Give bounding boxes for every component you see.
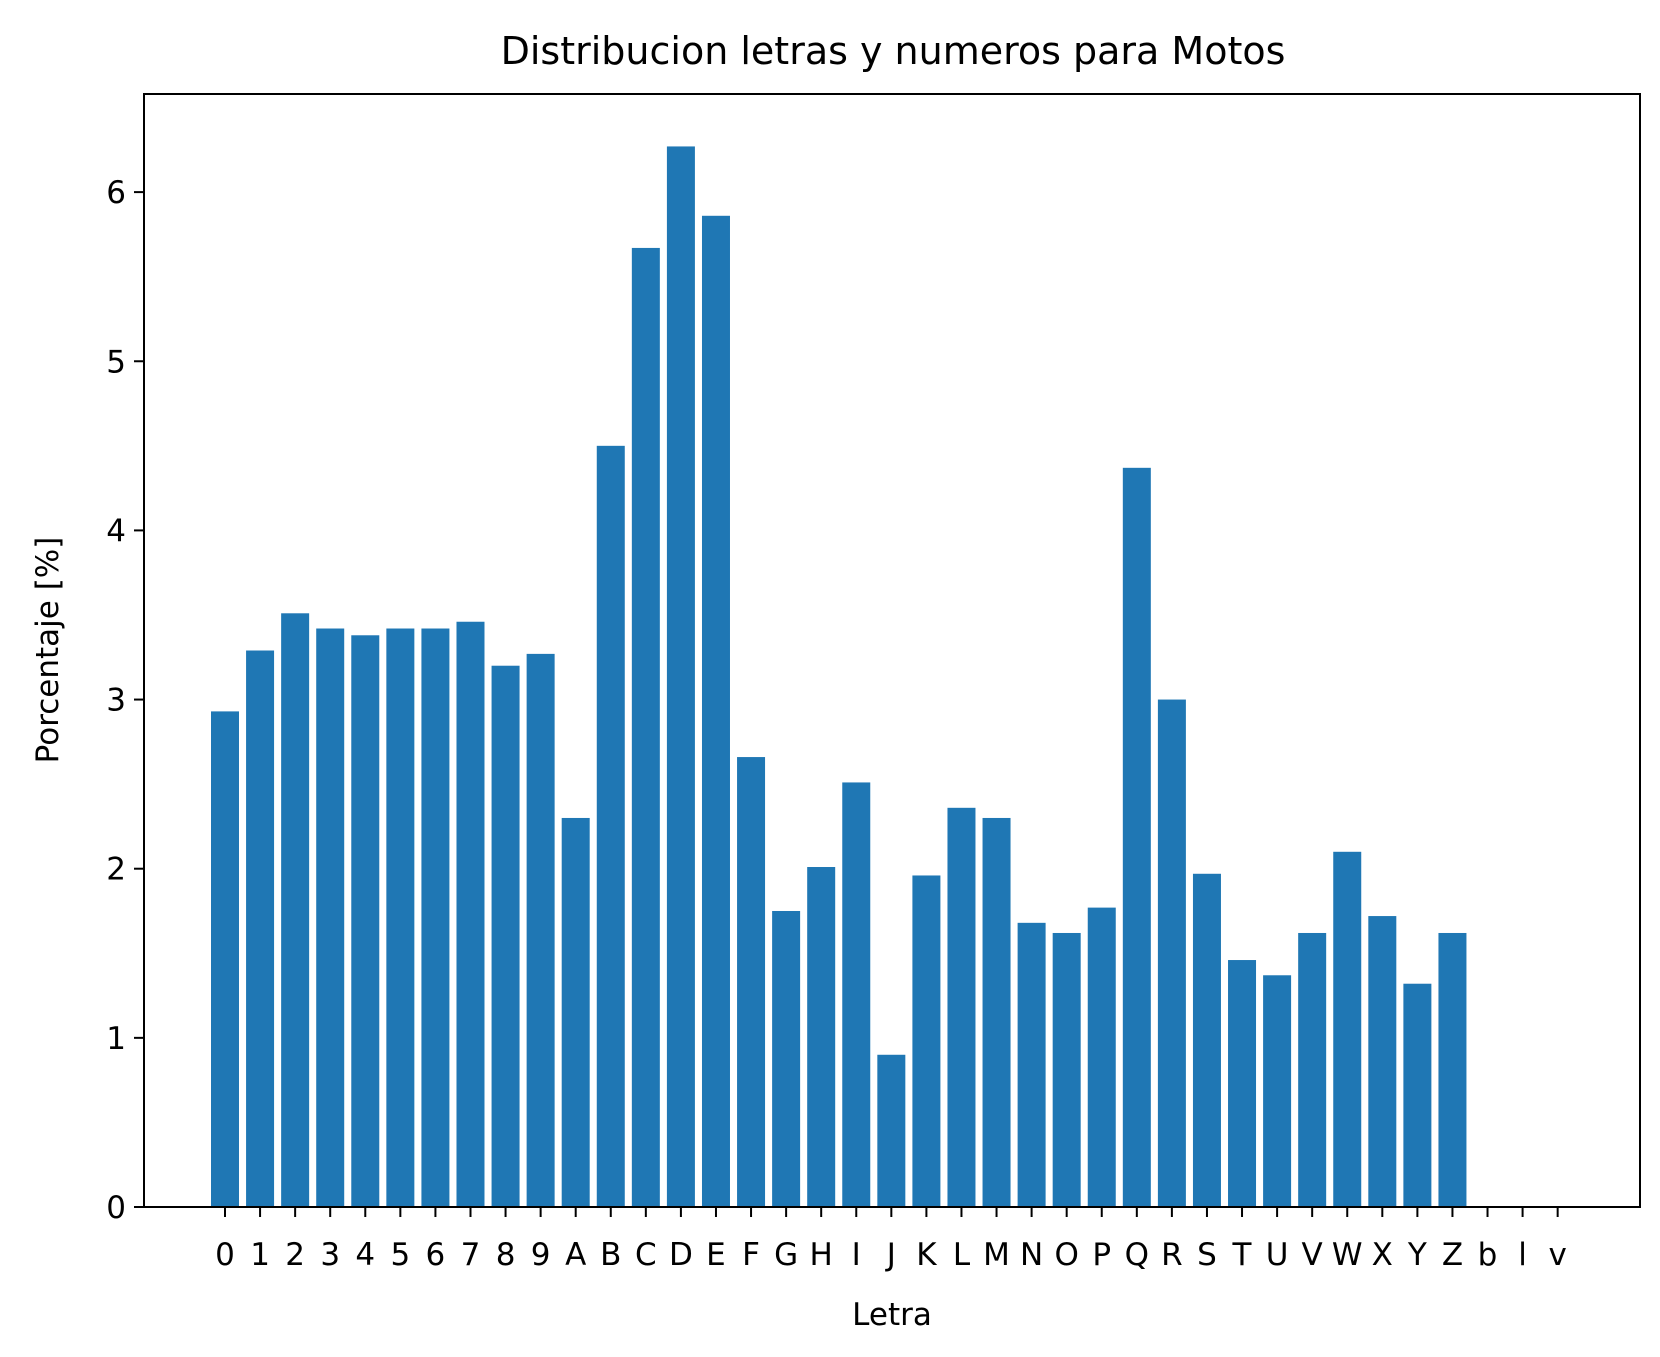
x-tick-label: G — [774, 1237, 798, 1273]
plot-frame — [143, 93, 1641, 1208]
y-axis-title: Porcentaje [%] — [30, 537, 66, 764]
x-tick-label: N — [1020, 1237, 1043, 1273]
bar-O — [1052, 932, 1081, 1207]
bar-D — [666, 146, 695, 1208]
bar-1 — [246, 650, 275, 1207]
bar-8 — [491, 665, 520, 1207]
y-tick-label: 6 — [106, 175, 126, 211]
bar-H — [807, 867, 836, 1207]
x-tick-label: 5 — [390, 1237, 410, 1273]
x-tick-label: 3 — [320, 1237, 340, 1273]
bar-Q — [1122, 467, 1151, 1207]
bar-E — [701, 215, 730, 1208]
x-tick-label: Z — [1442, 1237, 1463, 1273]
bar-3 — [316, 628, 345, 1207]
x-tick-label: T — [1232, 1237, 1253, 1273]
x-tick-label: H — [810, 1237, 833, 1273]
x-tick-label: D — [669, 1237, 693, 1273]
x-tick-label: A — [565, 1237, 586, 1273]
x-tick-label: W — [1332, 1237, 1363, 1273]
bar-Z — [1438, 932, 1467, 1207]
y-tick-label: 1 — [106, 1021, 126, 1057]
bar-X — [1368, 916, 1397, 1207]
x-tick-label: X — [1372, 1237, 1393, 1273]
x-tick-label: E — [706, 1237, 726, 1273]
bar-9 — [526, 653, 555, 1207]
bar-7 — [456, 621, 485, 1207]
chart-title: Distribucion letras y numeros para Motos — [501, 29, 1286, 73]
bar-F — [737, 757, 766, 1207]
bar-M — [982, 817, 1011, 1207]
x-tick-label: B — [600, 1237, 621, 1273]
x-tick-label: J — [885, 1237, 896, 1273]
bar-J — [877, 1054, 906, 1207]
bar-2 — [281, 613, 310, 1207]
y-tick-label: 4 — [106, 513, 126, 549]
x-tick-label: O — [1054, 1237, 1078, 1273]
bar-W — [1333, 851, 1362, 1207]
x-tick-label: V — [1302, 1237, 1323, 1273]
bar-R — [1157, 699, 1186, 1207]
y-tick-label: 3 — [106, 683, 126, 719]
x-tick-label: M — [983, 1237, 1010, 1273]
bar-B — [596, 445, 625, 1208]
bar-N — [1017, 922, 1046, 1207]
x-tick-label: 1 — [250, 1237, 270, 1273]
x-tick-label: R — [1161, 1237, 1183, 1273]
x-tick-label: 7 — [461, 1237, 481, 1273]
x-tick-label: b — [1478, 1237, 1498, 1273]
y-axis: 0 1 2 3 4 5 6 — [106, 175, 144, 1226]
x-axis-title: Letra — [852, 1297, 932, 1333]
bars-layer — [211, 146, 1467, 1208]
x-tick-label: l — [1518, 1237, 1527, 1273]
x-tick-label: 2 — [285, 1237, 305, 1273]
bar-0 — [211, 711, 239, 1207]
bar-G — [772, 910, 801, 1207]
x-tick-label: 6 — [426, 1237, 446, 1273]
bar-L — [947, 807, 976, 1207]
bar-I — [842, 782, 871, 1207]
x-tick-label: L — [953, 1237, 971, 1273]
x-tick-label: 8 — [496, 1237, 516, 1273]
bar-C — [631, 247, 660, 1207]
bar-V — [1298, 932, 1327, 1207]
bar-A — [561, 817, 590, 1207]
x-tick-label: P — [1092, 1237, 1111, 1273]
bar-T — [1228, 960, 1257, 1207]
bar-4 — [351, 635, 380, 1207]
x-tick-label: 4 — [355, 1237, 375, 1273]
bar-S — [1192, 873, 1221, 1207]
bar-U — [1263, 975, 1292, 1207]
x-tick-label: K — [916, 1237, 937, 1273]
bar-6 — [421, 628, 450, 1207]
y-tick-label: 2 — [106, 852, 126, 888]
x-tick-label: I — [852, 1237, 861, 1273]
x-tick-label: S — [1197, 1237, 1217, 1273]
x-tick-label: Y — [1407, 1237, 1427, 1273]
x-tick-label: 0 — [215, 1237, 235, 1273]
bar-K — [912, 875, 941, 1207]
y-tick-label: 5 — [106, 344, 126, 380]
x-tick-label: U — [1266, 1237, 1289, 1273]
x-tick-label: C — [635, 1237, 657, 1273]
x-tick-label: F — [742, 1237, 760, 1273]
x-tick-label: v — [1548, 1237, 1566, 1273]
x-tick-label: Q — [1125, 1237, 1149, 1273]
x-tick-label: 9 — [531, 1237, 551, 1273]
bar-Y — [1403, 983, 1432, 1207]
y-tick-label: 0 — [106, 1190, 126, 1226]
bar-5 — [386, 628, 415, 1207]
bar-P — [1087, 907, 1116, 1207]
